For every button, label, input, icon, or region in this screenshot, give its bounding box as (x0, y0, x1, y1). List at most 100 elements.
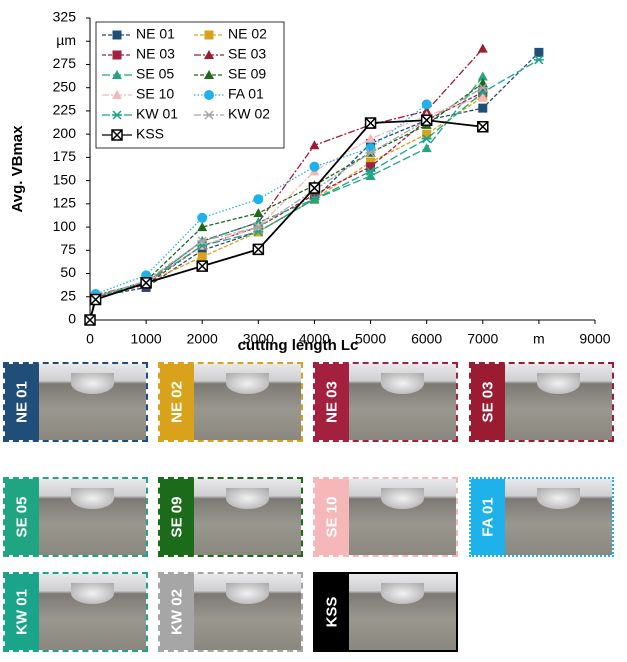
tool-photo (39, 479, 146, 555)
data-point (89, 293, 102, 306)
data-point (477, 120, 489, 133)
wear-image-tile: SE 10 (313, 477, 458, 557)
y-tick-label: 325 (53, 9, 77, 25)
tile-label-strip: NE 02 (160, 364, 194, 440)
legend-label: NE 01 (136, 26, 175, 42)
x-tick-label: 2000 (187, 331, 218, 347)
y-axis-label: Avg. VBmax (9, 125, 26, 213)
tool-photo (194, 364, 301, 440)
tile-label-strip: KW 02 (160, 574, 194, 650)
legend-label: SE 09 (228, 66, 266, 82)
y-tick-label: 200 (53, 125, 77, 141)
legend-marker (204, 30, 214, 40)
tile-label: NE 02 (168, 381, 186, 423)
data-point (309, 161, 320, 172)
tile-label-strip: KW 01 (5, 574, 39, 650)
data-point (534, 47, 544, 57)
y-tick-label: 150 (53, 171, 77, 187)
data-point (421, 105, 432, 115)
data-point (309, 140, 320, 150)
tile-label-strip: SE 10 (315, 479, 349, 555)
x-tick-label: 7000 (467, 331, 498, 347)
x-tick-label: 5000 (355, 331, 386, 347)
tile-label: NE 01 (13, 381, 31, 423)
x-axis-label: cutting length Lc (238, 337, 359, 354)
data-point (365, 170, 376, 180)
series-line (89, 87, 484, 321)
data-point (365, 166, 376, 176)
y-tick-label: 275 (53, 55, 77, 71)
wear-image-tile: SE 05 (3, 477, 148, 557)
tile-label: SE 03 (479, 381, 497, 423)
tool-photo (194, 479, 301, 555)
legend-label: NE 02 (228, 26, 267, 42)
tool-photo (505, 364, 612, 440)
data-point (197, 252, 207, 262)
tile-label: NE 03 (323, 381, 341, 423)
legend-label: SE 05 (136, 66, 174, 82)
data-point (252, 243, 265, 256)
data-point (365, 148, 376, 158)
data-point (253, 222, 264, 232)
legend-label: KSS (136, 126, 164, 142)
data-point (309, 194, 320, 204)
legend-marker (112, 50, 122, 60)
y-tick-label: 225 (53, 102, 77, 118)
tile-label-strip: SE 03 (471, 364, 505, 440)
tile-label-strip: NE 01 (5, 364, 39, 440)
series-line (89, 91, 484, 321)
wear-image-tile: SE 03 (469, 362, 614, 442)
legend-marker (112, 30, 122, 40)
x-tick-label: 0 (86, 331, 94, 347)
data-point (478, 103, 488, 113)
data-point (308, 182, 321, 194)
tile-label: SE 09 (168, 496, 186, 538)
data-point (421, 143, 432, 153)
y-tick-label: 0 (68, 311, 76, 327)
data-point (253, 208, 264, 218)
y-tick-label: 50 (60, 264, 76, 280)
data-point (420, 114, 433, 126)
tool-photo (194, 574, 301, 650)
y-tick-label: µm (56, 32, 76, 48)
data-point (196, 260, 208, 272)
data-point (477, 71, 488, 81)
tool-photo (349, 364, 456, 440)
y-tick-label: 25 (60, 287, 76, 303)
legend-marker (112, 70, 122, 79)
tile-label-strip: KSS (315, 574, 349, 650)
tile-label: KW 02 (168, 589, 186, 635)
tile-label-strip: SE 09 (160, 479, 194, 555)
data-point (140, 277, 152, 289)
legend-label: SE 10 (136, 86, 174, 102)
data-point (533, 55, 544, 65)
x-tick-label: 6000 (411, 331, 442, 347)
data-point (477, 91, 488, 101)
series-line (89, 59, 540, 321)
tile-label: SE 05 (13, 496, 31, 538)
legend-label: KW 02 (228, 106, 270, 122)
data-point (84, 314, 96, 326)
y-tick-label: 175 (53, 148, 77, 164)
legend-box (95, 21, 285, 149)
data-point (365, 143, 376, 154)
legend-marker (204, 90, 214, 100)
data-point (197, 236, 208, 246)
tool-photo (39, 574, 146, 650)
y-tick-label: 250 (53, 78, 77, 94)
data-point (197, 222, 208, 232)
tile-grid: NE 01 NE 02 NE 03 SE 03 SE 05 SE 09 SE 10 FA 01… (0, 358, 627, 662)
x-tick-label: 1000 (131, 331, 162, 347)
legend-marker (112, 90, 122, 99)
data-point (477, 83, 488, 93)
legend-marker (111, 129, 123, 141)
legend-label: KW 01 (136, 106, 178, 122)
data-point (421, 134, 432, 144)
data-point (197, 245, 207, 255)
legend-label: NE 03 (136, 46, 175, 62)
data-point (421, 99, 432, 110)
data-point (366, 162, 376, 172)
tool-photo (349, 574, 456, 650)
chart: cutting length Lc Avg. VBmax 0 25 50 75 100 1… (9, 9, 611, 354)
